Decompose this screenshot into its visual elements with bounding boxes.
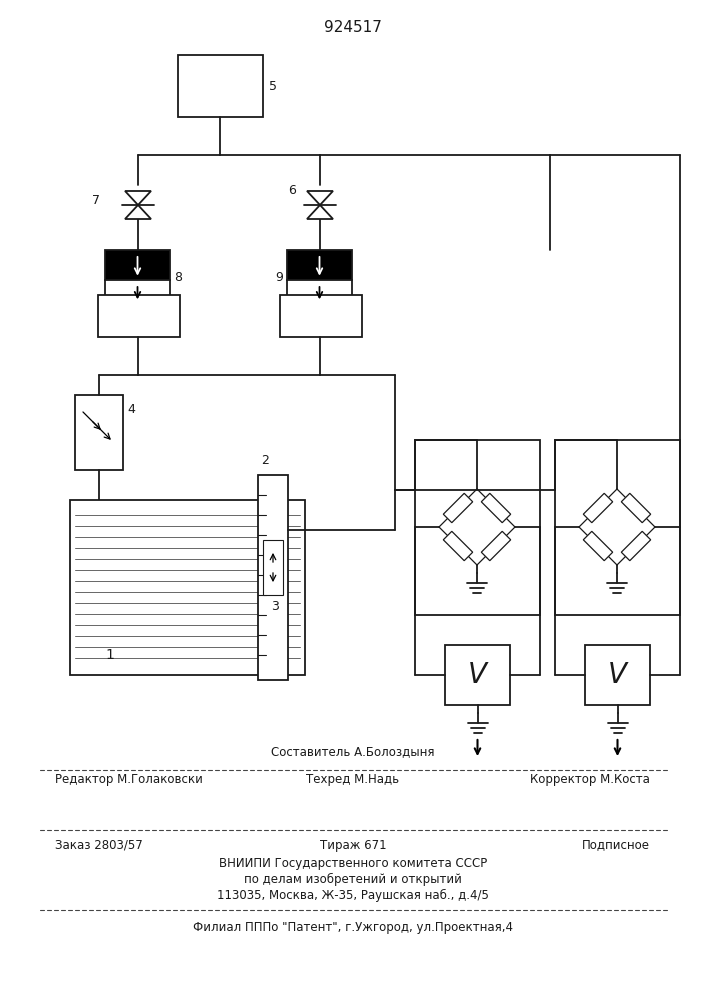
Polygon shape bbox=[125, 191, 151, 205]
Text: 5: 5 bbox=[269, 80, 277, 93]
Bar bbox=[105, 250, 170, 280]
Bar bbox=[75, 395, 123, 470]
Text: Техред М.Надь: Техред М.Надь bbox=[306, 774, 399, 786]
Text: 8: 8 bbox=[174, 271, 182, 284]
Bar bbox=[280, 295, 362, 337]
Text: Редактор М.Голаковски: Редактор М.Голаковски bbox=[55, 774, 203, 786]
Text: Филиал ПППо "Патент", г.Ужгород, ул.Проектная,4: Филиал ПППо "Патент", г.Ужгород, ул.Прое… bbox=[193, 922, 513, 934]
Text: 9: 9 bbox=[275, 271, 283, 284]
Polygon shape bbox=[621, 493, 650, 523]
Polygon shape bbox=[481, 531, 510, 561]
Polygon shape bbox=[583, 531, 613, 561]
Text: V: V bbox=[608, 661, 627, 689]
Text: 2: 2 bbox=[261, 454, 269, 467]
Polygon shape bbox=[621, 531, 650, 561]
Polygon shape bbox=[443, 531, 473, 561]
Text: 6: 6 bbox=[288, 184, 296, 196]
Bar bbox=[105, 280, 170, 305]
Text: 1: 1 bbox=[105, 648, 115, 662]
Bar bbox=[287, 250, 352, 280]
Polygon shape bbox=[443, 493, 473, 523]
Text: V: V bbox=[468, 661, 487, 689]
Text: ВНИИПИ Государственного комитета СССР: ВНИИПИ Государственного комитета СССР bbox=[219, 856, 487, 869]
Text: Заказ 2803/57: Заказ 2803/57 bbox=[55, 838, 143, 852]
Polygon shape bbox=[307, 191, 333, 205]
Text: 924517: 924517 bbox=[324, 20, 382, 35]
Text: 113035, Москва, Ж-35, Раушская наб., д.4/5: 113035, Москва, Ж-35, Раушская наб., д.4… bbox=[217, 888, 489, 902]
Text: Корректор М.Коста: Корректор М.Коста bbox=[530, 774, 650, 786]
Polygon shape bbox=[583, 493, 613, 523]
Polygon shape bbox=[481, 493, 510, 523]
Polygon shape bbox=[307, 205, 333, 219]
Bar bbox=[258, 475, 288, 680]
Text: 7: 7 bbox=[92, 194, 100, 207]
Bar bbox=[263, 540, 283, 595]
Bar bbox=[555, 440, 680, 615]
Text: Подписное: Подписное bbox=[582, 838, 650, 852]
Bar bbox=[98, 295, 180, 337]
Text: 4: 4 bbox=[127, 403, 135, 416]
Text: Составитель А.Болоздыня: Составитель А.Болоздыня bbox=[271, 746, 435, 758]
Bar bbox=[287, 280, 352, 305]
Text: 3: 3 bbox=[271, 600, 279, 613]
Bar bbox=[178, 55, 263, 117]
Text: по делам изобретений и открытий: по делам изобретений и открытий bbox=[244, 872, 462, 886]
Text: Тираж 671: Тираж 671 bbox=[320, 838, 386, 852]
Bar bbox=[445, 645, 510, 705]
Polygon shape bbox=[125, 205, 151, 219]
Bar bbox=[585, 645, 650, 705]
Bar bbox=[415, 440, 540, 615]
Bar bbox=[70, 500, 305, 675]
